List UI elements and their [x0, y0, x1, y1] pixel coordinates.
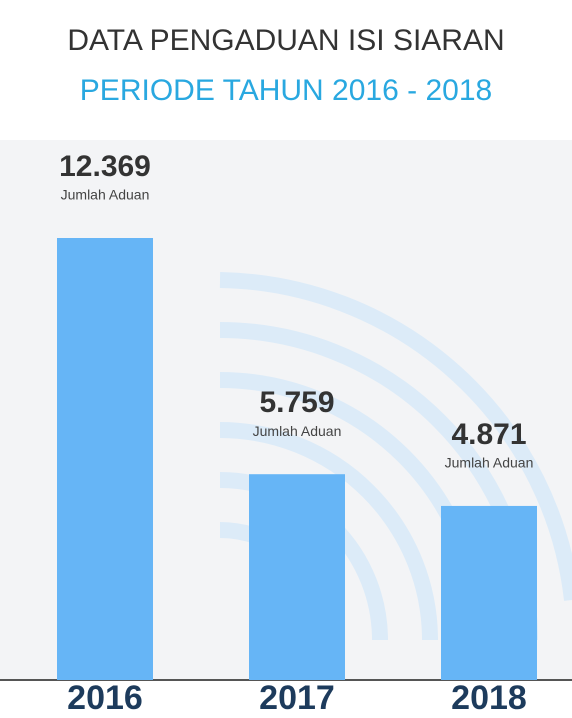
bar [249, 474, 345, 680]
bar [441, 506, 537, 680]
value-unit: Jumlah Aduan [61, 187, 150, 203]
x-tick-label: 2017 [259, 679, 335, 717]
value-label: 4.871 [451, 418, 526, 451]
value-unit: Jumlah Aduan [445, 455, 534, 471]
x-tick-label: 2018 [451, 679, 527, 717]
chart: DATA PENGADUAN ISI SIARAN PERIODE TAHUN … [0, 0, 572, 718]
chart-subtitle: PERIODE TAHUN 2016 - 2018 [80, 74, 492, 107]
bar [57, 238, 153, 680]
chart-title: DATA PENGADUAN ISI SIARAN [67, 24, 504, 57]
value-unit: Jumlah Aduan [253, 423, 342, 439]
value-label: 12.369 [59, 150, 151, 183]
x-tick-label: 2016 [67, 679, 143, 717]
value-label: 5.759 [259, 386, 334, 419]
